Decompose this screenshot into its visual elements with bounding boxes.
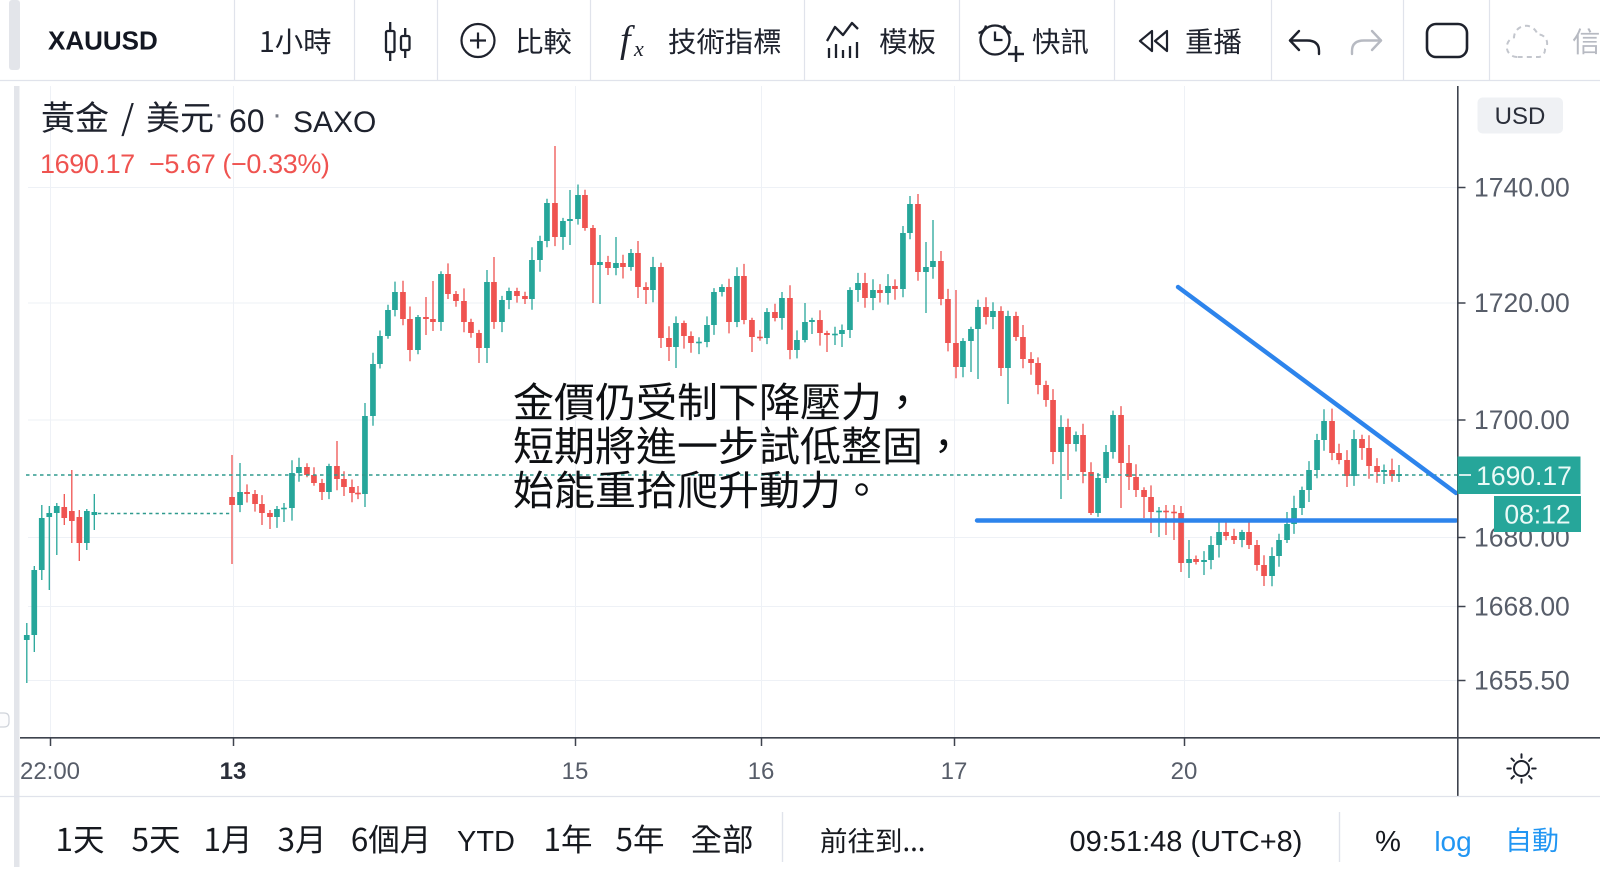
- svg-text:1690.17: 1690.17: [1476, 461, 1572, 491]
- svg-text:17: 17: [941, 758, 968, 785]
- svg-text:13: 13: [220, 758, 247, 785]
- svg-text:%: %: [1375, 826, 1401, 858]
- svg-text:09:51:48 (UTC+8): 09:51:48 (UTC+8): [1070, 826, 1303, 858]
- svg-text:16: 16: [748, 758, 775, 785]
- svg-text:1655.50: 1655.50: [1474, 666, 1570, 696]
- svg-text:22:00: 22:00: [20, 758, 80, 785]
- svg-text:1720.00: 1720.00: [1474, 288, 1570, 318]
- svg-text:08:12: 08:12: [1504, 500, 1570, 530]
- svg-text:15: 15: [562, 758, 589, 785]
- svg-text:·: ·: [214, 98, 224, 131]
- svg-text:1700.00: 1700.00: [1474, 405, 1570, 435]
- svg-text:SAXO: SAXO: [293, 106, 376, 139]
- svg-text:YTD: YTD: [457, 826, 515, 858]
- svg-text:x: x: [633, 36, 644, 61]
- svg-text:1740.00: 1740.00: [1474, 173, 1570, 203]
- svg-text:log: log: [1434, 826, 1471, 857]
- svg-text:60: 60: [229, 103, 265, 139]
- svg-text:1668.00: 1668.00: [1474, 592, 1570, 622]
- svg-text:1690.17 −5.67 (−0.33%): 1690.17 −5.67 (−0.33%): [40, 149, 330, 179]
- svg-text:20: 20: [1171, 758, 1198, 785]
- svg-text:XAUUSD: XAUUSD: [48, 26, 158, 56]
- svg-text:USD: USD: [1495, 103, 1546, 130]
- svg-text:·: ·: [272, 98, 282, 131]
